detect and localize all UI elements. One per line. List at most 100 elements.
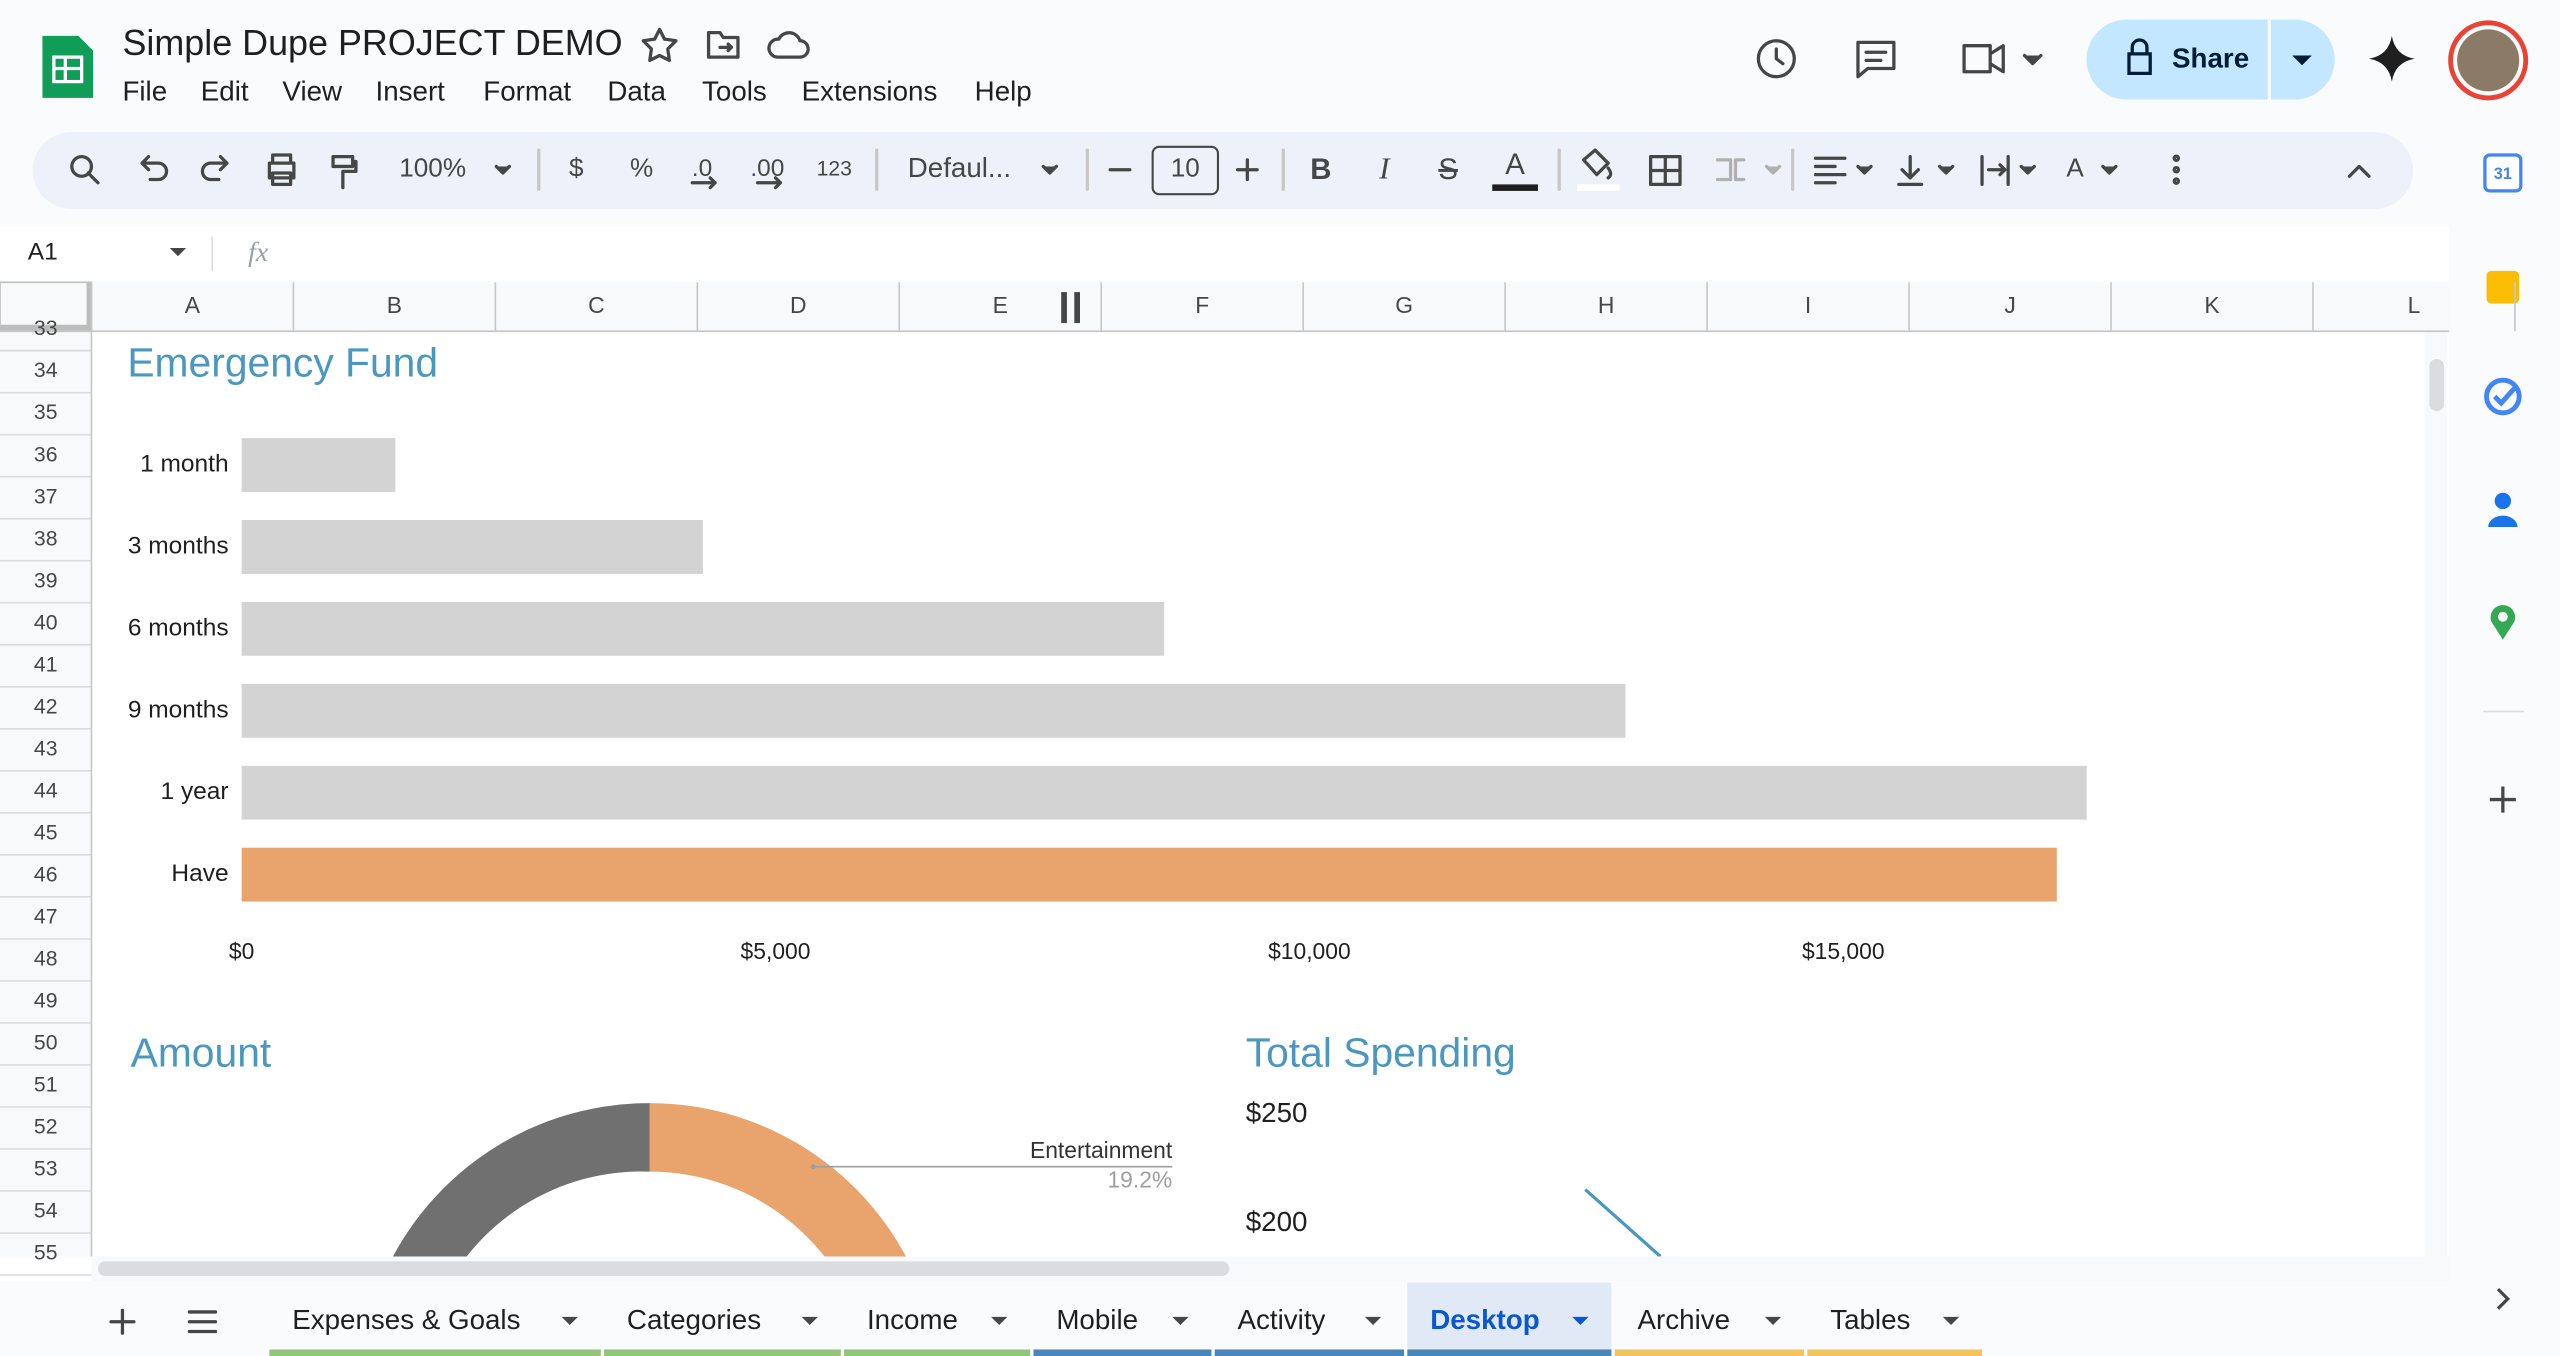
row-label[interactable]: 35 (34, 401, 58, 424)
toolbar-currency[interactable]: $ (569, 153, 584, 183)
toolbar-format[interactable]: 123 (817, 157, 852, 180)
doc-title[interactable]: Simple Dupe PROJECT DEMO (122, 23, 622, 63)
row-label[interactable]: 54 (34, 1200, 58, 1223)
menu-item[interactable]: Data (607, 75, 666, 106)
tasks-icon[interactable] (2484, 377, 2522, 416)
tab-caret[interactable] (991, 1316, 1008, 1325)
toolbar-decrease-decimal[interactable]: .0 (692, 155, 712, 182)
row-label[interactable]: 37 (34, 485, 58, 508)
menu-item[interactable]: Format (483, 75, 571, 106)
column-label[interactable]: D (790, 292, 807, 318)
menu-item[interactable]: Help (975, 75, 1032, 106)
row-label[interactable]: 33 (34, 317, 58, 340)
column-label[interactable]: B (387, 292, 402, 318)
row-label[interactable]: 36 (34, 443, 58, 466)
menu-item[interactable]: File (122, 75, 167, 106)
expand-panel[interactable] (2496, 1287, 2511, 1310)
toolbar-icons[interactable] (70, 145, 2371, 196)
select-all[interactable] (0, 281, 93, 333)
column-label[interactable]: L (2408, 292, 2421, 318)
menu-item[interactable]: Edit (201, 75, 249, 106)
bold-button[interactable]: B (1310, 153, 1331, 186)
tab-caret[interactable] (1942, 1316, 1960, 1325)
column-label[interactable]: H (1598, 292, 1615, 318)
row-label[interactable]: 48 (34, 948, 58, 971)
name-box[interactable]: A1 (28, 238, 58, 265)
contacts-icon[interactable] (2494, 492, 2512, 510)
sheet-tab[interactable]: Income (867, 1304, 958, 1335)
sheet-tab[interactable]: Mobile (1056, 1304, 1138, 1335)
tab-caret[interactable] (801, 1316, 818, 1325)
row-label[interactable]: 34 (34, 359, 58, 382)
column-label[interactable]: G (1395, 292, 1413, 318)
toolbar-font[interactable]: Defaul... (908, 152, 1011, 183)
row-label[interactable]: 47 (34, 905, 58, 928)
column-label[interactable]: C (588, 292, 605, 318)
row-label[interactable]: 51 (34, 1074, 58, 1097)
toolbar-increase-decimal[interactable]: .00 (750, 155, 784, 182)
row-label[interactable]: 44 (34, 779, 58, 802)
row-label[interactable]: 42 (34, 695, 58, 718)
calendar-icon[interactable] (2483, 153, 2523, 193)
row-label[interactable]: 53 (34, 1158, 58, 1181)
freeze-bar[interactable] (0, 324, 92, 332)
share-label[interactable]: Share (2172, 43, 2249, 74)
italic-button[interactable]: I (1378, 150, 1391, 185)
row-label[interactable]: 52 (34, 1116, 58, 1139)
menu-item[interactable]: View (282, 75, 343, 106)
share-caret[interactable] (2292, 55, 2312, 66)
tab-caret[interactable] (1764, 1316, 1782, 1325)
add-addon[interactable] (2489, 786, 2516, 813)
text-rotate-button[interactable]: A (2066, 153, 2084, 183)
row-label[interactable]: 39 (34, 569, 58, 592)
tab-caret[interactable] (1572, 1316, 1589, 1325)
column-resize-handle[interactable] (1074, 292, 1080, 324)
row-label[interactable]: 43 (34, 737, 58, 760)
keep-icon[interactable] (2486, 270, 2520, 304)
menu-item[interactable]: Tools (702, 75, 767, 106)
column-resize-handle[interactable] (1061, 292, 1067, 324)
sheet-tab[interactable]: Expenses & Goals (292, 1304, 520, 1335)
avatar[interactable] (2457, 29, 2520, 92)
column-label[interactable]: E (993, 292, 1008, 318)
v-scroll-thumb[interactable] (2429, 358, 2445, 412)
column-label[interactable]: K (2204, 292, 2219, 318)
row-label[interactable]: 41 (34, 653, 58, 676)
v-scrollbar[interactable] (2424, 331, 2448, 1257)
tab-bar-buttons[interactable] (109, 1308, 218, 1335)
column-label[interactable]: A (185, 292, 201, 318)
sheet-tab[interactable]: Archive (1638, 1304, 1731, 1335)
menu-item[interactable]: Insert (376, 75, 446, 106)
column-label[interactable]: J (2004, 292, 2015, 318)
row-label[interactable]: 50 (34, 1032, 58, 1055)
share-button[interactable] (2086, 19, 2335, 100)
name-box-caret[interactable] (169, 248, 187, 257)
sheet-tab[interactable]: Activity (1238, 1304, 1326, 1335)
sheet-tab[interactable]: Categories (627, 1304, 761, 1335)
sheets-logo[interactable] (42, 35, 94, 98)
menu-item[interactable]: Extensions (802, 75, 938, 106)
title-icons[interactable] (641, 27, 810, 63)
column-label[interactable]: F (1195, 292, 1209, 318)
toolbar-zoom[interactable]: 100% (399, 153, 466, 183)
maps-icon[interactable] (2490, 605, 2516, 640)
toolbar-percent[interactable]: % (630, 153, 653, 183)
row-label[interactable]: 49 (34, 990, 58, 1013)
h-scroll-thumb[interactable] (97, 1261, 1230, 1277)
header-actions[interactable] (1756, 39, 2043, 79)
tab-caret[interactable] (1364, 1316, 1382, 1325)
row-label[interactable]: 55 (34, 1242, 58, 1265)
freeze-bar-v[interactable] (86, 282, 92, 332)
sheet-tab[interactable]: Tables (1830, 1304, 1910, 1335)
sheet-tab[interactable]: Desktop (1430, 1304, 1539, 1335)
column-label[interactable]: I (1805, 292, 1811, 318)
gemini-icon[interactable] (2368, 35, 2415, 82)
row-label[interactable]: 45 (34, 821, 58, 844)
row-label[interactable]: 46 (34, 863, 58, 886)
row-label[interactable]: 38 (34, 527, 58, 550)
text-color-button[interactable]: A (1505, 148, 1525, 181)
strike-button[interactable]: S (1438, 153, 1458, 186)
tab-caret[interactable] (561, 1316, 578, 1325)
tab-caret[interactable] (1172, 1316, 1189, 1325)
row-label[interactable]: 40 (34, 611, 58, 634)
